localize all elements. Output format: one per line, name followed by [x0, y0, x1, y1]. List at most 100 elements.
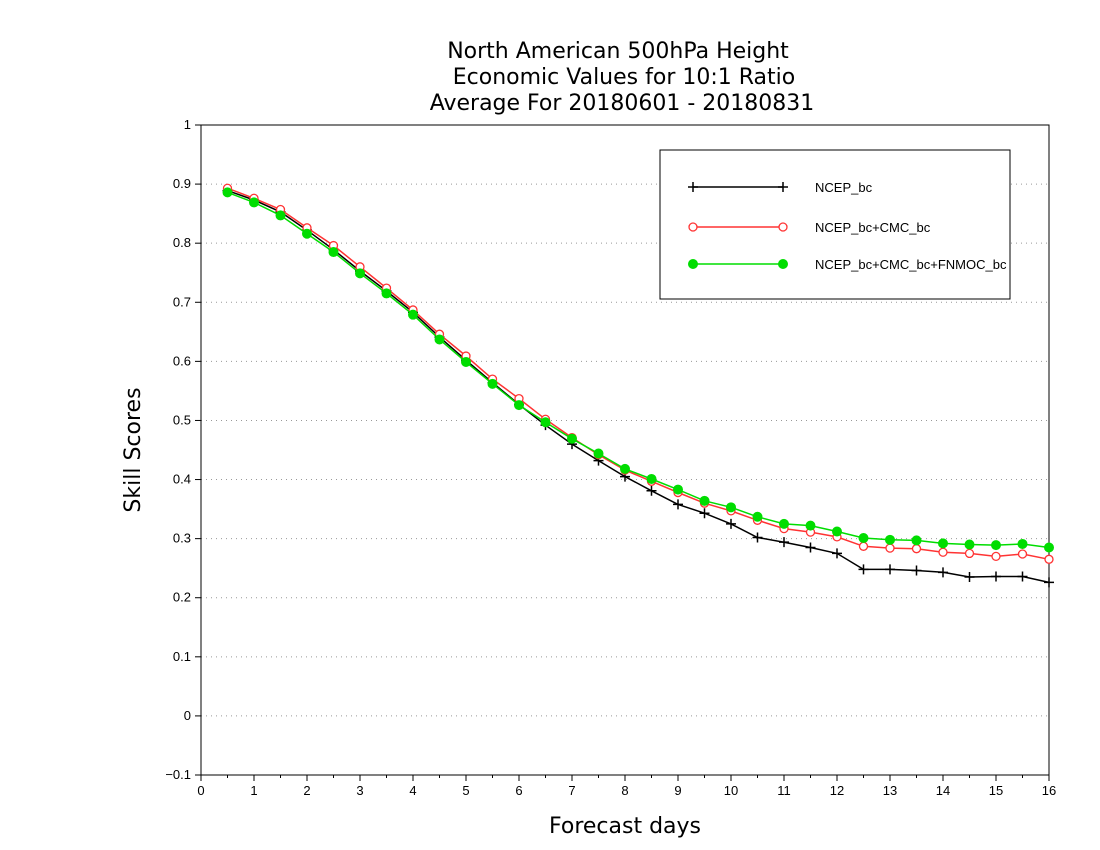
data-point — [1017, 538, 1028, 549]
x-axis-label: Forecast days — [549, 814, 701, 839]
legend-marker — [688, 259, 698, 269]
data-point — [222, 187, 233, 198]
x-tick-label: 10 — [724, 783, 738, 798]
legend-label: NCEP_bc — [815, 180, 873, 195]
x-tick-label: 15 — [989, 783, 1003, 798]
data-point — [275, 210, 286, 221]
data-point — [461, 356, 471, 367]
data-point — [991, 551, 1001, 562]
data-point — [938, 567, 948, 578]
y-tick-label: 0.2 — [173, 590, 191, 605]
legend-item-1: NCEP_bc+CMC_bc — [688, 220, 931, 235]
y-tick-label: −0.1 — [165, 767, 191, 782]
legend-label: NCEP_bc+CMC_bc+FNMOC_bc — [815, 257, 1007, 272]
legend-item-2: NCEP_bc+CMC_bc+FNMOC_bc — [688, 257, 1007, 272]
data-point — [911, 565, 922, 576]
data-point — [1044, 577, 1054, 588]
y-tick-label: 0.1 — [173, 649, 191, 664]
data-point — [752, 511, 763, 522]
data-point — [355, 268, 365, 279]
y-tick-label: 0.6 — [173, 353, 191, 368]
chart-title: North American 500hPa Height Economic Va… — [430, 39, 815, 116]
data-point — [328, 247, 339, 258]
data-point — [964, 539, 975, 550]
data-point — [302, 228, 312, 239]
data-point — [805, 520, 816, 531]
x-tick-label: 16 — [1042, 783, 1056, 798]
data-point — [249, 197, 259, 208]
legend-label: NCEP_bc+CMC_bc — [815, 220, 931, 235]
legend-marker — [688, 222, 698, 232]
y-tick-label: 0.4 — [173, 472, 191, 487]
data-point — [699, 495, 710, 506]
legend-marker — [778, 182, 788, 192]
data-point — [858, 541, 869, 551]
x-tick-label: 5 — [462, 783, 469, 798]
data-point — [540, 417, 551, 428]
data-point — [620, 463, 630, 474]
data-point — [646, 473, 657, 484]
data-point — [1017, 549, 1028, 559]
chart-title-line-2: Economic Values for 10:1 Ratio — [453, 65, 795, 90]
data-point — [885, 564, 895, 575]
data-point — [699, 508, 710, 519]
y-tick-label: 1 — [184, 117, 191, 132]
data-point — [885, 534, 895, 545]
data-point — [567, 433, 577, 444]
x-tick-label: 11 — [777, 783, 791, 798]
data-point — [434, 334, 445, 345]
data-point — [779, 537, 789, 548]
x-tick-label: 0 — [197, 783, 204, 798]
data-point — [991, 540, 1001, 551]
legend-marker — [688, 182, 698, 192]
data-point — [964, 548, 975, 559]
data-point — [938, 547, 948, 557]
x-tick-label: 8 — [621, 783, 628, 798]
legend-item-0: NCEP_bc — [688, 180, 873, 195]
data-point — [858, 533, 869, 544]
x-tick-label: 6 — [515, 783, 522, 798]
data-point — [673, 499, 683, 510]
legend-items: NCEP_bc NCEP_bc+CMC_bc NCEP_bc+CMC_bc+FNMO… — [688, 180, 1007, 272]
data-point — [779, 518, 789, 529]
y-tick-label: 0.8 — [173, 235, 191, 250]
data-point — [1017, 571, 1028, 582]
y-tick-label: 0.7 — [173, 294, 191, 309]
series-layer — [222, 183, 1054, 588]
legend-box — [659, 149, 1011, 300]
x-tick-label: 13 — [883, 783, 897, 798]
series-2 — [222, 187, 1054, 553]
data-point — [911, 544, 922, 554]
data-point — [911, 535, 922, 546]
y-axis: −0.1 0 0.1 0.2 0.3 0.4 0.5 0.6 0.7 0.8 0.9 1 — [165, 117, 201, 782]
chart-title-line-1: North American 500hPa Height — [447, 39, 789, 64]
y-tick-label: 0.5 — [173, 412, 191, 427]
legend-marker — [778, 222, 788, 232]
x-tick-label: 2 — [303, 783, 310, 798]
data-point — [938, 538, 948, 549]
data-point — [593, 448, 604, 459]
x-tick-label: 14 — [936, 783, 950, 798]
data-point — [487, 378, 498, 389]
data-point — [381, 288, 392, 299]
data-point — [726, 518, 736, 529]
x-tick-label: 4 — [409, 783, 416, 798]
data-point — [805, 542, 816, 553]
x-axis: 0 1 2 3 4 5 6 7 8 9 10 11 12 13 14 15 16 — [197, 775, 1056, 798]
legend: NCEP_bc NCEP_bc+CMC_bc NCEP_bc+CMC_bc+FNMO… — [659, 149, 1011, 300]
x-tick-label: 9 — [674, 783, 681, 798]
data-point — [991, 571, 1001, 582]
y-tick-label: 0 — [184, 708, 191, 723]
chart-title-line-3: Average For 20180601 - 20180831 — [430, 91, 815, 116]
data-point — [673, 484, 683, 495]
data-point — [832, 548, 842, 559]
data-point — [885, 543, 895, 553]
data-point — [1044, 554, 1054, 564]
legend-marker — [778, 259, 788, 269]
x-tick-label: 12 — [830, 783, 844, 798]
data-point — [514, 400, 524, 411]
data-point — [752, 532, 763, 543]
data-point — [726, 502, 736, 513]
y-tick-label: 0.9 — [173, 176, 191, 191]
